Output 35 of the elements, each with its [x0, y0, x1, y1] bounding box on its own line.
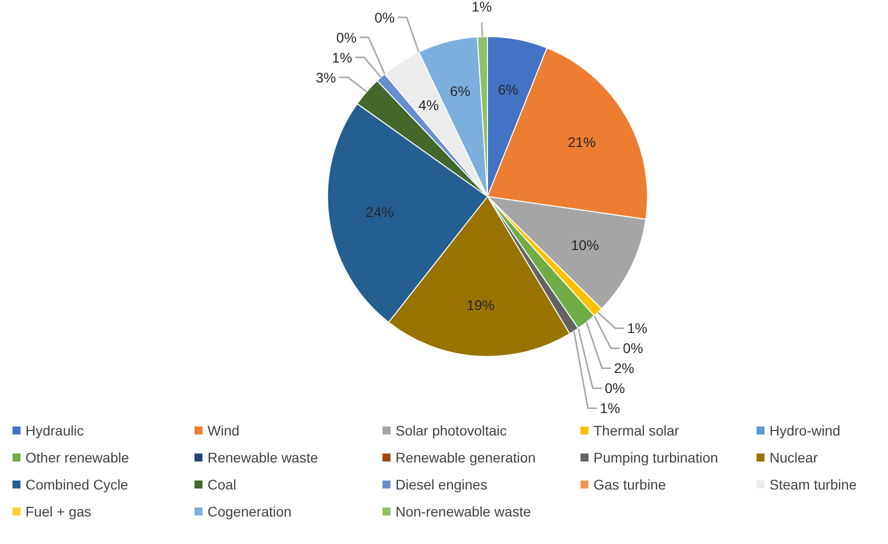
legend-label: Pumping turbination	[594, 450, 718, 466]
legend-label: Gas turbine	[594, 476, 666, 492]
legend-label: Other renewable	[26, 450, 130, 466]
legend-label: Diesel engines	[396, 476, 488, 492]
legend-label: Nuclear	[770, 450, 818, 466]
legend-label: Renewable generation	[396, 450, 536, 466]
legend-label: Cogeneration	[208, 504, 292, 520]
legend-label: Non-renewable waste	[396, 504, 532, 520]
data-label: 6%	[450, 83, 470, 100]
data-label: 1%	[472, 0, 492, 15]
legend-label: Hydraulic	[26, 422, 84, 438]
legend-label: Renewable waste	[208, 450, 318, 466]
data-label: 6%	[498, 82, 518, 98]
data-label: 1%	[600, 400, 620, 416]
data-label: 21%	[568, 134, 596, 150]
data-label: 2%	[614, 360, 634, 376]
data-label: 19%	[466, 297, 495, 314]
data-label: 1%	[627, 320, 648, 336]
text: 0%	[622, 340, 644, 356]
legend-label: Hydro-wind	[770, 422, 840, 438]
data-label: 1%	[332, 49, 352, 66]
text: 0%	[336, 29, 357, 46]
legend-label: Combined Cycle	[26, 476, 128, 492]
legend-label: Fuel + gas	[26, 504, 92, 520]
legend-label: Steam turbine	[770, 476, 857, 492]
text: 0%	[374, 9, 395, 26]
data-label: 4%	[418, 96, 439, 113]
text: 0%	[604, 380, 625, 396]
data-label: 3%	[316, 69, 336, 86]
legend-label: Solar photovoltaic	[396, 422, 507, 438]
legend-label: Wind	[208, 422, 240, 438]
legend-label: Thermal solar	[594, 422, 680, 438]
data-label: 24%	[366, 204, 394, 220]
legend-label: Coal	[208, 476, 236, 492]
data-label: 10%	[570, 236, 600, 253]
